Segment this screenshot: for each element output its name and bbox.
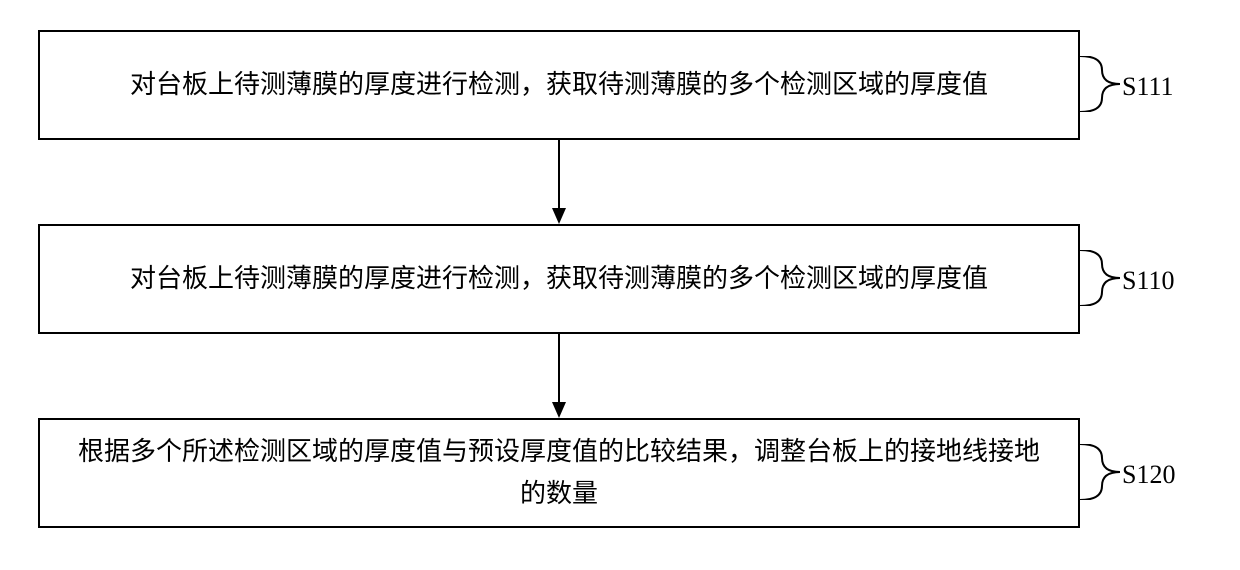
flow-node: 对台板上待测薄膜的厚度进行检测，获取待测薄膜的多个检测区域的厚度值 (38, 224, 1080, 334)
step-label: S110 (1122, 266, 1175, 296)
step-label: S120 (1122, 460, 1175, 490)
flow-node-text: 根据多个所述检测区域的厚度值与预设厚度值的比较结果，调整台板上的接地线接地的数量 (70, 431, 1048, 514)
step-label: S111 (1122, 72, 1174, 102)
flow-node-text: 对台板上待测薄膜的厚度进行检测，获取待测薄膜的多个检测区域的厚度值 (70, 64, 1048, 106)
flow-node-text: 对台板上待测薄膜的厚度进行检测，获取待测薄膜的多个检测区域的厚度值 (70, 258, 1048, 300)
step-label-connector (1080, 444, 1122, 500)
flow-node: 根据多个所述检测区域的厚度值与预设厚度值的比较结果，调整台板上的接地线接地的数量 (38, 418, 1080, 528)
flow-node: 对台板上待测薄膜的厚度进行检测，获取待测薄膜的多个检测区域的厚度值 (38, 30, 1080, 140)
step-label-connector (1080, 56, 1122, 112)
flow-arrow (545, 334, 573, 418)
step-label-connector (1080, 250, 1122, 306)
flowchart-canvas: 对台板上待测薄膜的厚度进行检测，获取待测薄膜的多个检测区域的厚度值 S111 对台板… (0, 0, 1240, 570)
flow-arrow (545, 140, 573, 224)
